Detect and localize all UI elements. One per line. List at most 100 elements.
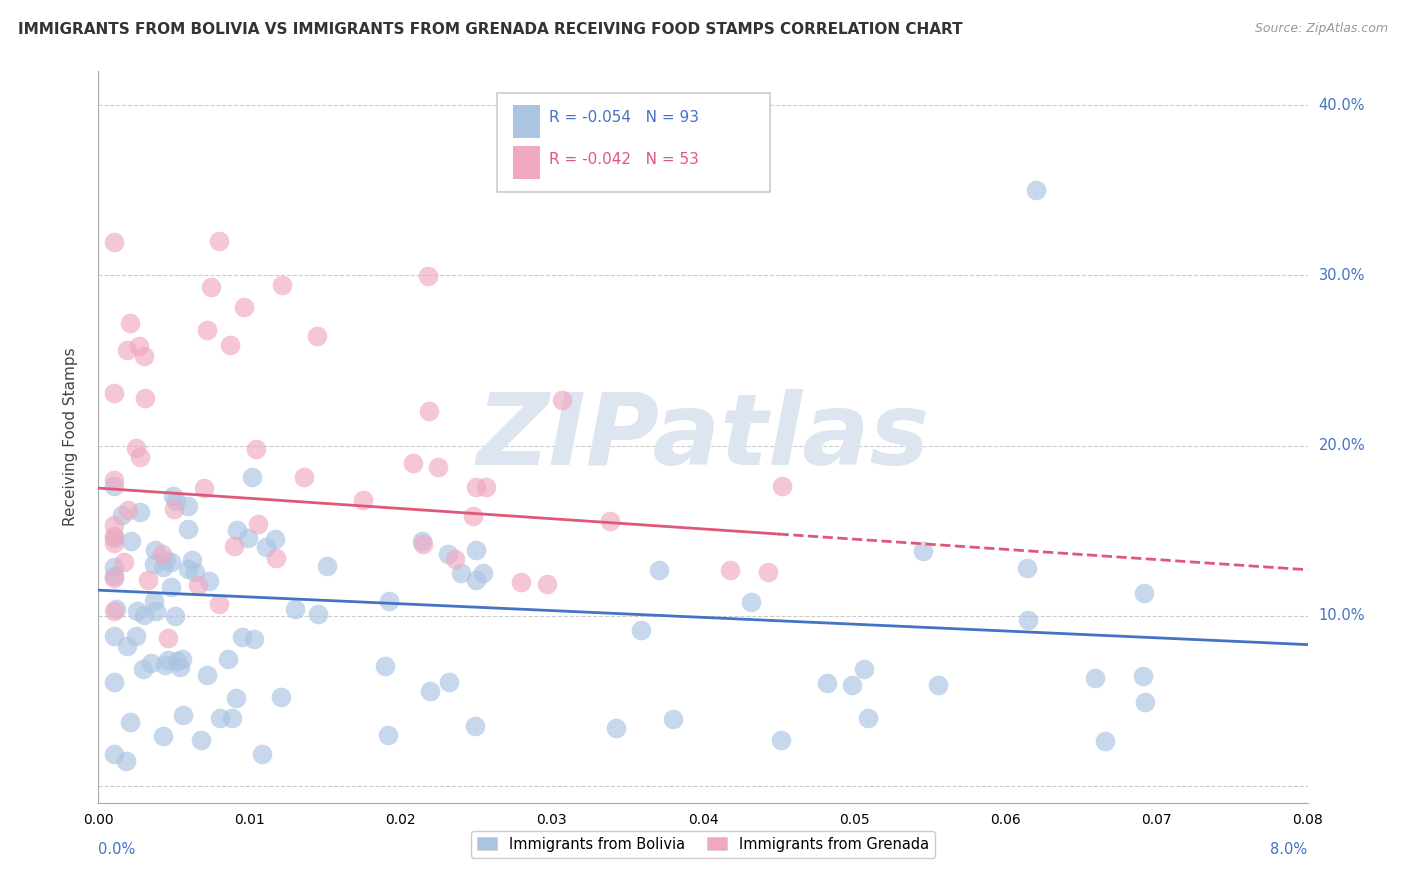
Point (630, 623, 652, 637)
Point (177, 562, 200, 576)
Point (927, 678, 949, 692)
Point (132, 662, 155, 676)
Point (195, 323, 218, 337)
Point (427, 460, 450, 475)
Point (1133, 586, 1156, 600)
Text: 40.0%: 40.0% (1319, 98, 1365, 113)
Point (377, 728, 399, 742)
Point (145, 604, 167, 618)
Point (245, 442, 267, 456)
Bar (513, 105, 540, 138)
Point (509, 575, 531, 590)
Legend: Immigrants from Bolivia, Immigrants from Grenada: Immigrants from Bolivia, Immigrants from… (471, 831, 935, 858)
Point (103, 473, 125, 487)
Point (163, 501, 186, 516)
Point (209, 711, 232, 725)
Point (143, 543, 166, 558)
Point (160, 555, 183, 569)
Point (437, 547, 460, 561)
Point (770, 732, 793, 747)
Point (1132, 669, 1154, 683)
Point (1017, 561, 1039, 575)
Point (221, 711, 243, 725)
Point (378, 593, 401, 607)
Point (271, 277, 294, 292)
Point (231, 630, 253, 644)
Point (152, 729, 174, 743)
Point (284, 602, 307, 616)
Point (246, 517, 269, 532)
Point (153, 658, 176, 673)
Point (187, 578, 209, 592)
Text: 8.0%: 8.0% (1271, 842, 1308, 856)
Point (662, 712, 685, 726)
Point (117, 502, 139, 516)
Point (198, 574, 221, 588)
Point (132, 349, 155, 363)
Point (465, 573, 488, 587)
Point (103, 629, 125, 643)
Point (120, 715, 142, 730)
Bar (513, 146, 540, 179)
Point (815, 676, 838, 690)
Point (127, 604, 149, 618)
Point (103, 569, 125, 583)
Point (536, 577, 558, 591)
Point (264, 550, 287, 565)
Point (103, 674, 125, 689)
Point (103, 535, 125, 549)
Point (1017, 613, 1039, 627)
Point (439, 674, 461, 689)
Point (841, 677, 863, 691)
Point (165, 494, 187, 508)
Point (193, 481, 215, 495)
Point (250, 747, 273, 761)
Point (118, 316, 141, 330)
Point (155, 553, 177, 567)
Point (142, 594, 165, 608)
Point (599, 514, 621, 528)
Point (475, 480, 498, 494)
Point (270, 690, 292, 705)
Point (136, 573, 159, 587)
Point (139, 657, 162, 671)
Point (125, 442, 148, 456)
Point (718, 563, 741, 577)
Point (461, 508, 484, 523)
Point (1084, 671, 1107, 685)
Point (128, 505, 150, 519)
Point (150, 547, 173, 561)
Point (648, 563, 671, 577)
Point (222, 539, 245, 553)
Point (411, 534, 433, 549)
Point (177, 499, 200, 513)
Point (264, 532, 287, 546)
Point (162, 490, 184, 504)
Point (177, 522, 200, 536)
Point (352, 492, 374, 507)
Point (134, 392, 156, 406)
Point (374, 658, 396, 673)
Point (243, 632, 266, 646)
Point (152, 560, 174, 574)
Point (111, 508, 134, 522)
Point (770, 479, 793, 493)
Point (756, 566, 779, 580)
Point (103, 571, 125, 585)
Text: 0.0%: 0.0% (98, 842, 135, 856)
Point (125, 629, 148, 643)
Point (166, 654, 188, 668)
Point (412, 537, 434, 551)
Point (190, 732, 212, 747)
Text: IMMIGRANTS FROM BOLIVIA VS IMMIGRANTS FROM GRENADA RECEIVING FOOD STAMPS CORRELA: IMMIGRANTS FROM BOLIVIA VS IMMIGRANTS FR… (18, 22, 963, 37)
Point (115, 343, 138, 358)
Point (181, 552, 204, 566)
Point (402, 456, 425, 470)
Point (315, 559, 337, 574)
Point (103, 604, 125, 618)
Point (219, 338, 242, 352)
Point (160, 580, 183, 594)
Point (472, 566, 495, 580)
Point (1133, 695, 1156, 709)
Point (163, 609, 186, 624)
